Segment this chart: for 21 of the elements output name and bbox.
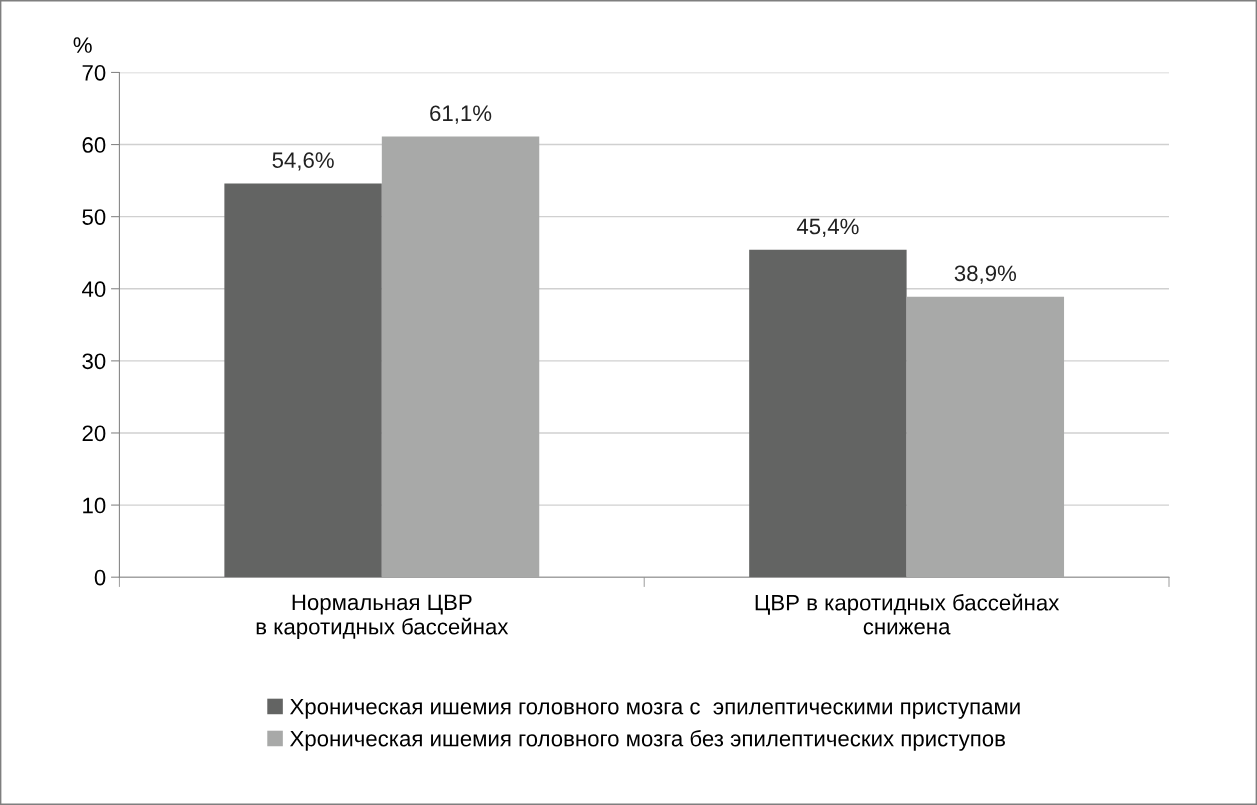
y-tick-label: 50 <box>82 209 106 225</box>
x-tick-label: Нормальная ЦВР в каротидных бассейнах <box>256 594 509 639</box>
bar <box>381 136 540 578</box>
data-label: 61,1% <box>430 105 492 124</box>
y-tick-label: 60 <box>82 137 106 153</box>
y-tick-label: 20 <box>82 425 106 442</box>
bar <box>906 296 1065 578</box>
y-tick-label: 10 <box>83 497 106 514</box>
legend-label: Хроническая ишемия головного мозга без эпилептических приступов <box>290 729 1005 751</box>
data-label: 45,4% <box>796 218 859 237</box>
y-tick-label: 40 <box>82 281 106 298</box>
y-tick-label: 0 <box>94 569 106 586</box>
y-tick-label: 30 <box>82 353 106 370</box>
y-axis-title: % <box>73 37 92 53</box>
data-label: 54,6% <box>272 152 334 171</box>
y-tick-label: 70 <box>82 64 106 81</box>
bar <box>224 183 382 578</box>
legend-label: Хроническая ишемия головного мозга с эпилептическими приступами <box>290 698 1020 719</box>
bar <box>749 249 907 578</box>
data-label: 38,9% <box>954 265 1017 284</box>
x-tick-label: ЦВР в каротидных бассейнах снижена <box>755 593 1060 635</box>
